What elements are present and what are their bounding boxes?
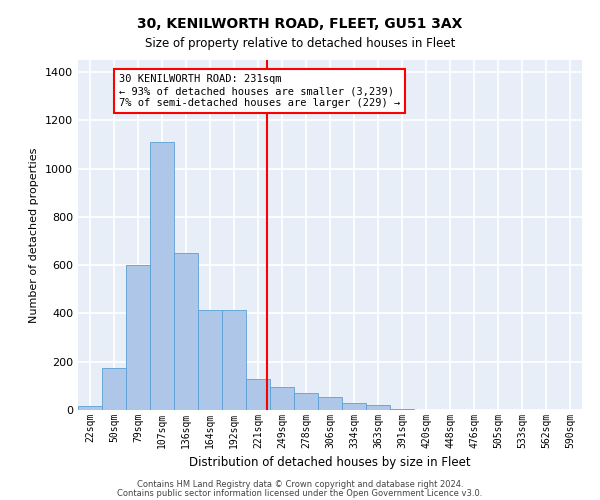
Bar: [246, 378, 270, 410]
Bar: [366, 405, 390, 410]
Bar: [126, 265, 150, 410]
Y-axis label: Number of detached properties: Number of detached properties: [29, 148, 40, 322]
Bar: [102, 368, 126, 410]
X-axis label: Distribution of detached houses by size in Fleet: Distribution of detached houses by size …: [189, 456, 471, 469]
Bar: [318, 396, 342, 410]
Bar: [390, 409, 414, 410]
Text: 30, KENILWORTH ROAD, FLEET, GU51 3AX: 30, KENILWORTH ROAD, FLEET, GU51 3AX: [137, 18, 463, 32]
Text: Contains public sector information licensed under the Open Government Licence v3: Contains public sector information licen…: [118, 488, 482, 498]
Bar: [198, 310, 222, 410]
Bar: [270, 387, 294, 410]
Bar: [294, 393, 318, 410]
Text: 30 KENILWORTH ROAD: 231sqm
← 93% of detached houses are smaller (3,239)
7% of se: 30 KENILWORTH ROAD: 231sqm ← 93% of deta…: [119, 74, 400, 108]
Bar: [78, 406, 102, 410]
Bar: [174, 253, 198, 410]
Bar: [342, 403, 366, 410]
Text: Size of property relative to detached houses in Fleet: Size of property relative to detached ho…: [145, 38, 455, 51]
Text: Contains HM Land Registry data © Crown copyright and database right 2024.: Contains HM Land Registry data © Crown c…: [137, 480, 463, 489]
Bar: [150, 142, 174, 410]
Bar: [222, 310, 246, 410]
